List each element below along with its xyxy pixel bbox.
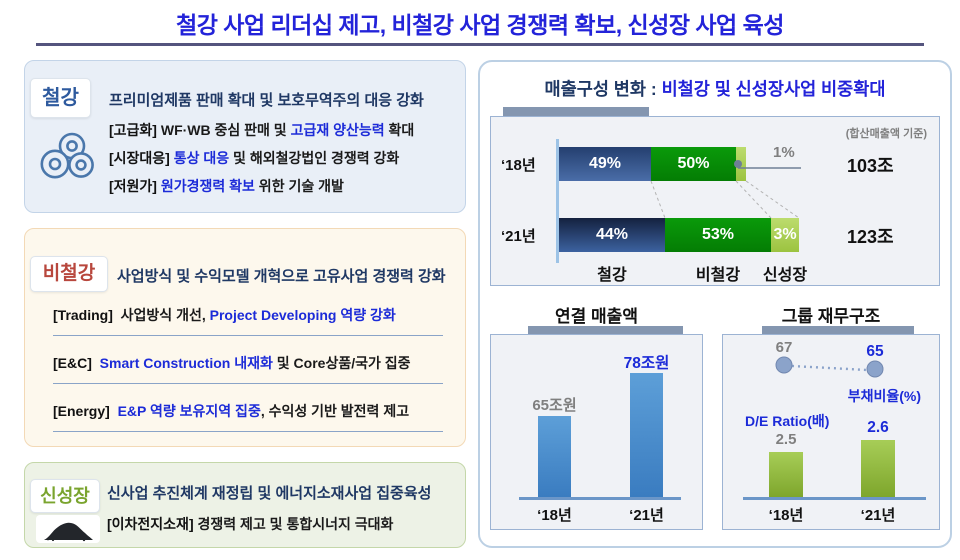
item-text xyxy=(92,355,100,371)
item-highlight: 고급재 양산능력 xyxy=(290,122,385,138)
stack-segment-비철강: 50% xyxy=(651,147,736,181)
revenue-mix-title-bar xyxy=(503,107,649,116)
panel-item: [시장대응] 통상 대응 및 해외철강법인 경쟁력 강화 xyxy=(109,144,464,172)
nonsteel-items: [Trading] 사업방식 개선, Project Developing 역량… xyxy=(53,305,443,449)
revenue-bar-‘18년 xyxy=(538,416,571,497)
panel-item: [Trading] 사업방식 개선, Project Developing 역량… xyxy=(53,305,443,336)
battery-powder-icon xyxy=(44,522,93,542)
revenue-mix-title: 매출구성 변화 : 비철강 및 신성장사업 비중확대 xyxy=(490,76,940,101)
item-text: 및 해외철강법인 경쟁력 강화 xyxy=(229,150,400,166)
item-highlight: 원가경쟁력 확보 xyxy=(160,178,255,194)
revenue-mix-chart: (합산매출액 기준) ‘18년 49% 50% 103조 ‘21년 44% 53% 3% 123… xyxy=(490,116,940,286)
item-text: WF·WB 중심 판매 및 xyxy=(156,122,291,138)
revenue-value-label: 78조원 xyxy=(623,355,670,372)
item-tag: [고급화] xyxy=(109,122,157,138)
revenue-mix-title-emphasis: 비철강 및 신성장사업 비중확대 xyxy=(661,79,886,99)
callout-value-label: 1% xyxy=(773,144,795,161)
panel-item: [E&C] Smart Construction 내재화 및 Core상품/국가… xyxy=(53,353,443,384)
debt-ratio-value-label: 67 xyxy=(775,339,793,356)
stack-segment-철강: 49% xyxy=(559,147,651,181)
nonsteel-chip: 비철강 xyxy=(30,256,108,292)
panel-item: [저원가] 원가경쟁력 확보 위한 기술 개발 xyxy=(109,172,464,200)
item-text: 및 Core상품/국가 집중 xyxy=(272,355,411,371)
de-ratio-bar-‘21년 xyxy=(861,440,895,497)
item-tag: [이차전지소재] xyxy=(107,516,194,532)
consolidated-revenue-title: 연결 매출액 xyxy=(555,307,638,326)
line-marker xyxy=(866,360,884,378)
item-text: 위한 기술 개발 xyxy=(254,178,344,194)
axis-label-신성장: 신성장 xyxy=(762,267,808,284)
stack-segment-비철강: 53% xyxy=(665,218,771,252)
item-text xyxy=(110,403,118,419)
stack-row-category: ‘21년 xyxy=(501,228,536,245)
item-highlight: E&P 역량 보유지역 집중 xyxy=(117,403,261,419)
de-ratio-series-label: D/E Ratio(배) xyxy=(745,413,830,429)
slide-title: 철강 사업 리더십 제고, 비철강 사업 경쟁력 확보, 신성장 사업 육성 xyxy=(176,12,784,38)
item-tag: [Trading] xyxy=(53,307,113,323)
segment-value-label: 3% xyxy=(773,226,797,243)
stack-segment-신성장: 3% xyxy=(771,218,799,252)
newgrowth-chip: 신성장 xyxy=(30,479,100,513)
newgrowth-items: [이차전지소재] 경쟁력 제고 및 통합시너지 극대화 xyxy=(107,513,457,535)
debt-ratio-value-label: 65 xyxy=(866,343,884,360)
item-text: 사업방식 개선, xyxy=(112,307,210,323)
steel-chip: 철강 xyxy=(30,78,91,118)
segment-value-label: 44% xyxy=(595,226,629,243)
stack-row-total: 103조 xyxy=(847,156,894,176)
consolidated-revenue-chart: 65조원 ‘18년 78조원 ‘21년 xyxy=(490,334,703,530)
segment-value-label: 53% xyxy=(701,226,735,243)
panel-nonsteel: 비철강 사업방식 및 수익모델 개혁으로 고유사업 경쟁력 강화 [Tradin… xyxy=(24,228,466,447)
revenue-mix-note: (합산매출액 기준) xyxy=(845,128,927,140)
stack-row-category: ‘18년 xyxy=(501,157,536,174)
segment-value-label: 50% xyxy=(677,155,710,172)
steel-items: [고급화] WF·WB 중심 판매 및 고급재 양산능력 확대 [시장대응] 통상… xyxy=(109,116,464,200)
de-ratio-value-label: 2.6 xyxy=(867,419,889,436)
item-highlight: Smart Construction 내재화 xyxy=(99,355,273,371)
financial-x-label: ‘18년 xyxy=(768,507,804,524)
steel-headline: 프리미엄제품 판매 확대 및 보호무역주의 대응 강화 xyxy=(109,92,424,109)
revenue-mix-axis xyxy=(556,139,559,263)
item-tag: [E&C] xyxy=(53,355,92,371)
de-ratio-bar-‘18년 xyxy=(769,452,803,497)
de-ratio-value-label: 2.5 xyxy=(775,431,797,448)
financial-structure-title-bar xyxy=(762,326,914,334)
debt-ratio-series-label: 부채비율(%) xyxy=(847,388,921,404)
revenue-value-label: 65조원 xyxy=(532,397,577,414)
panel-item: [고급화] WF·WB 중심 판매 및 고급재 양산능력 확대 xyxy=(109,116,464,144)
revenue-x-label: ‘21년 xyxy=(629,507,664,524)
panel-item: [Energy] E&P 역량 보유지역 집중, 수익성 기반 발전력 제고 xyxy=(53,401,443,432)
revenue-x-label: ‘18년 xyxy=(537,507,572,524)
stack-row-total: 123조 xyxy=(847,227,894,247)
steel-coils-icon xyxy=(40,132,94,179)
line-marker xyxy=(775,356,793,374)
revenue-bar-‘21년 xyxy=(630,373,663,497)
financial-x-label: ‘21년 xyxy=(860,507,896,524)
item-text: 경쟁력 제고 및 통합시너지 극대화 xyxy=(193,516,394,532)
segment-value-label: 49% xyxy=(588,155,622,172)
consolidated-revenue-title-bar xyxy=(528,326,683,334)
item-highlight: 통상 대응 xyxy=(173,150,230,166)
panel-item: [이차전지소재] 경쟁력 제고 및 통합시너지 극대화 xyxy=(107,513,457,535)
financial-structure-title: 그룹 재무구조 xyxy=(781,307,881,326)
newgrowth-headline: 신사업 추진체계 재정립 및 에너지소재사업 집중육성 xyxy=(107,485,432,502)
item-tag: [시장대응] xyxy=(109,150,170,166)
item-text: , 수익성 기반 발전력 제고 xyxy=(260,403,410,419)
stack-segment-철강: 44% xyxy=(559,218,665,252)
panel-newgrowth: 신성장 신사업 추진체계 재정립 및 에너지소재사업 집중육성 [이차전지소재]… xyxy=(24,462,466,548)
nonsteel-headline: 사업방식 및 수익모델 개혁으로 고유사업 경쟁력 강화 xyxy=(117,268,446,285)
axis-label-철강: 철강 xyxy=(597,267,627,284)
axis-label-비철강: 비철강 xyxy=(695,267,741,284)
title-underline xyxy=(36,43,924,46)
revenue-mix-title-prefix: 매출구성 변화 : xyxy=(544,79,662,99)
consolidated-revenue-axis xyxy=(519,497,681,500)
item-tag: [Energy] xyxy=(53,403,110,419)
item-highlight: Project Developing 역량 강화 xyxy=(209,307,396,323)
item-text: 확대 xyxy=(384,122,415,138)
panel-steel: 철강 프리미엄제품 판매 확대 및 보호무역주의 대응 강화 [고급화] WF·… xyxy=(24,60,466,213)
stack-segment-신성장 xyxy=(736,147,746,181)
financial-structure-chart: D/E Ratio(배) 부채비율(%) 2.5 ‘18년 2.6 ‘21년 67 65 xyxy=(722,334,940,530)
item-tag: [저원가] xyxy=(109,178,157,194)
financial-structure-axis xyxy=(743,497,926,500)
